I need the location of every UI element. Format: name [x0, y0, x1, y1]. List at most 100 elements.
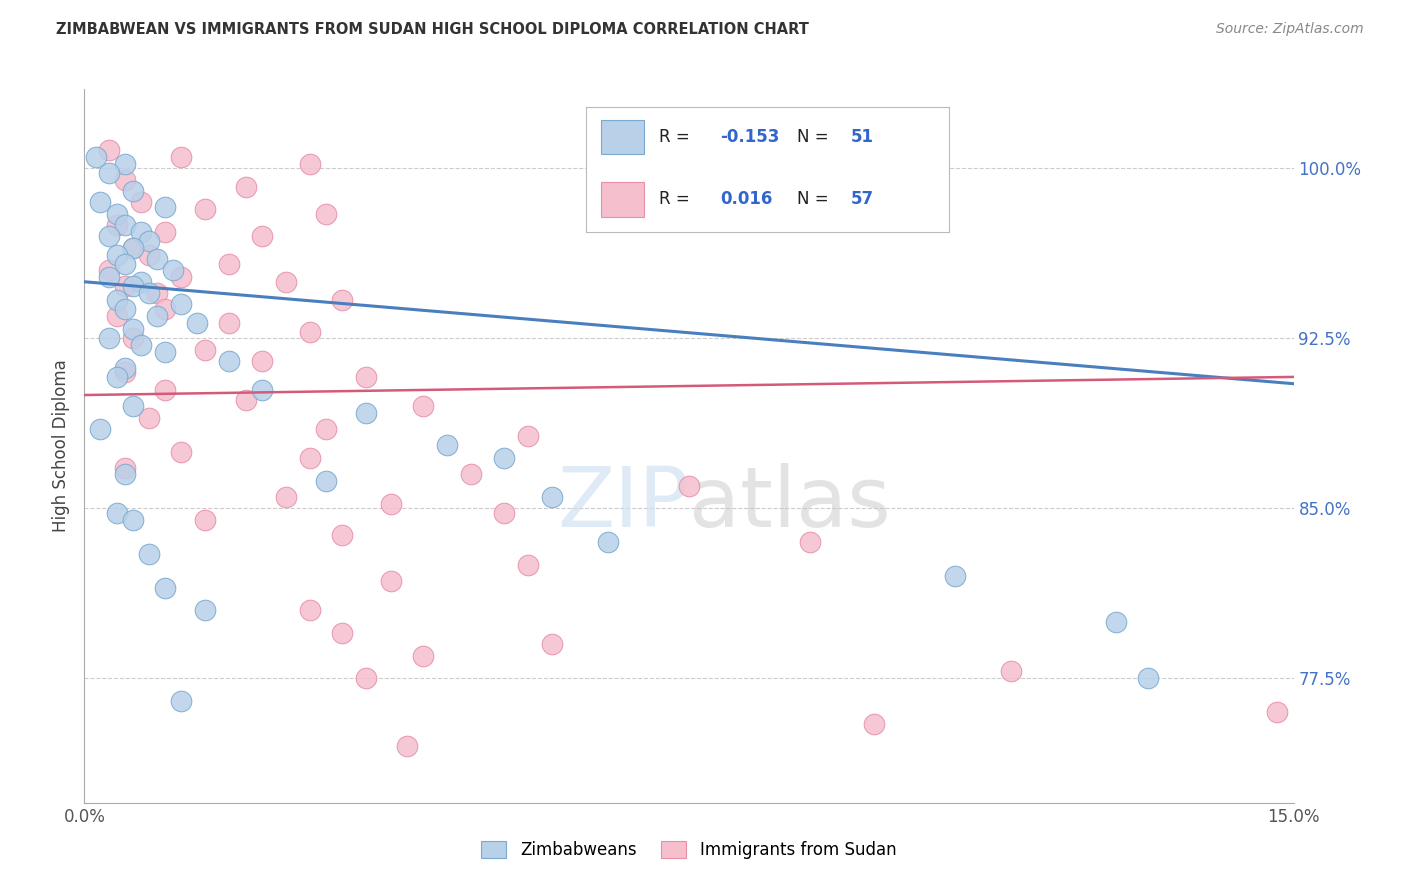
- Point: [395, 739, 418, 754]
- Point: [250, 229, 273, 244]
- Point: [274, 490, 297, 504]
- Point: [146, 286, 169, 301]
- Point: [138, 286, 160, 301]
- Point: [121, 241, 143, 255]
- Point: [146, 252, 169, 266]
- Point: [356, 406, 378, 420]
- Point: [194, 343, 217, 357]
- Point: [412, 400, 434, 414]
- Point: [89, 422, 111, 436]
- Point: [235, 179, 257, 194]
- Point: [412, 648, 434, 663]
- Point: [97, 166, 120, 180]
- Point: [138, 247, 160, 261]
- Point: [170, 150, 193, 164]
- Point: [129, 225, 152, 239]
- Point: [194, 202, 217, 217]
- Point: [153, 384, 176, 398]
- Point: [492, 451, 515, 466]
- Point: [218, 316, 240, 330]
- Point: [541, 490, 564, 504]
- Point: [315, 422, 337, 436]
- Point: [170, 297, 193, 311]
- Point: [114, 360, 136, 375]
- Point: [194, 603, 217, 617]
- Point: [356, 370, 378, 384]
- Point: [97, 144, 120, 158]
- Y-axis label: High School Diploma: High School Diploma: [52, 359, 70, 533]
- Point: [218, 354, 240, 368]
- Point: [943, 569, 966, 583]
- Point: [516, 558, 538, 572]
- Point: [250, 354, 273, 368]
- Text: ZIMBABWEAN VS IMMIGRANTS FROM SUDAN HIGH SCHOOL DIPLOMA CORRELATION CHART: ZIMBABWEAN VS IMMIGRANTS FROM SUDAN HIGH…: [56, 22, 808, 37]
- Point: [114, 218, 136, 232]
- Point: [315, 474, 337, 488]
- Point: [153, 345, 176, 359]
- Point: [170, 444, 193, 458]
- Point: [129, 275, 152, 289]
- Point: [153, 225, 176, 239]
- Point: [105, 207, 128, 221]
- Point: [138, 234, 160, 248]
- Point: [541, 637, 564, 651]
- Point: [114, 365, 136, 379]
- Point: [299, 451, 322, 466]
- Point: [105, 309, 128, 323]
- Point: [121, 184, 143, 198]
- Point: [114, 157, 136, 171]
- Point: [146, 309, 169, 323]
- Point: [799, 535, 821, 549]
- Legend: Zimbabweans, Immigrants from Sudan: Zimbabweans, Immigrants from Sudan: [475, 834, 903, 866]
- Point: [436, 438, 458, 452]
- Point: [114, 279, 136, 293]
- Point: [86, 150, 108, 164]
- Point: [129, 338, 152, 352]
- Point: [114, 257, 136, 271]
- Point: [97, 331, 120, 345]
- Text: Source: ZipAtlas.com: Source: ZipAtlas.com: [1216, 22, 1364, 37]
- Point: [598, 535, 620, 549]
- Point: [330, 626, 353, 640]
- Point: [89, 195, 111, 210]
- Point: [170, 694, 193, 708]
- Point: [105, 506, 128, 520]
- Point: [121, 513, 143, 527]
- Point: [153, 301, 176, 316]
- Point: [114, 467, 136, 482]
- Point: [105, 370, 128, 384]
- Point: [114, 460, 136, 475]
- Point: [250, 384, 273, 398]
- Point: [97, 263, 120, 277]
- Point: [105, 218, 128, 232]
- Point: [299, 603, 322, 617]
- Point: [678, 478, 700, 492]
- Point: [274, 275, 297, 289]
- Point: [235, 392, 257, 407]
- Point: [299, 325, 322, 339]
- Point: [1137, 671, 1160, 685]
- Point: [218, 257, 240, 271]
- Point: [356, 671, 378, 685]
- Point: [121, 241, 143, 255]
- Text: ZIP: ZIP: [557, 463, 689, 543]
- Point: [138, 547, 160, 561]
- Point: [516, 429, 538, 443]
- Point: [153, 200, 176, 214]
- Point: [380, 574, 402, 588]
- Point: [97, 229, 120, 244]
- Point: [1105, 615, 1128, 629]
- Point: [330, 293, 353, 307]
- Point: [129, 195, 152, 210]
- Point: [105, 247, 128, 261]
- Point: [162, 263, 184, 277]
- Point: [121, 331, 143, 345]
- Point: [153, 581, 176, 595]
- Point: [863, 716, 886, 731]
- Point: [105, 293, 128, 307]
- Point: [315, 207, 337, 221]
- Point: [121, 279, 143, 293]
- Point: [170, 270, 193, 285]
- Point: [121, 400, 143, 414]
- Point: [492, 506, 515, 520]
